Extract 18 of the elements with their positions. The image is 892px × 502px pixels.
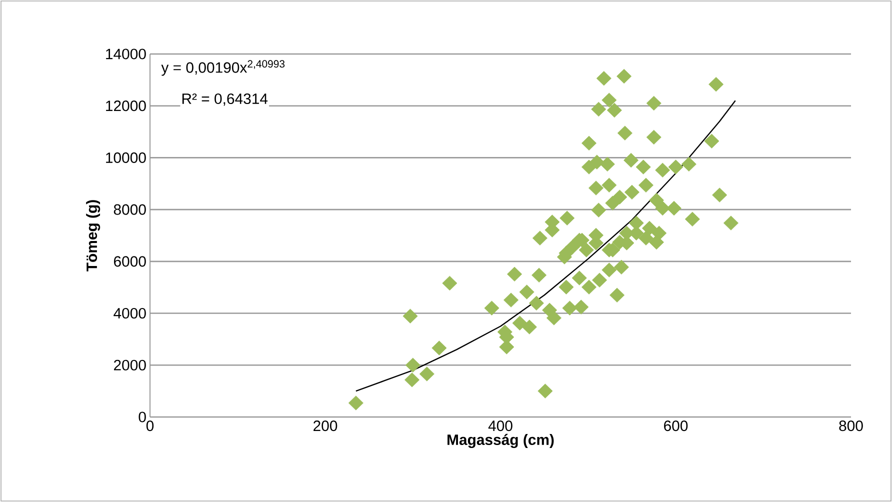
y-axis-title: Tömeg (g) bbox=[86, 200, 100, 272]
x-tick-label: 400 bbox=[488, 420, 512, 432]
annotation: R² = 0,64314 bbox=[182, 93, 268, 106]
line-series bbox=[355, 100, 736, 392]
x-tick-label: 800 bbox=[839, 420, 863, 432]
y-tick-label: 6000 bbox=[114, 256, 146, 267]
annotation: y = 0,00190x$^{2,40993}$ bbox=[161, 60, 285, 76]
x-tick-label: 0 bbox=[146, 420, 154, 432]
y-tick-label: 8000 bbox=[114, 204, 146, 215]
y-tick-label: 4000 bbox=[114, 308, 146, 319]
y-tick-label: 14000 bbox=[106, 48, 146, 60]
x-axis-title: Magasság (cm) bbox=[448, 434, 554, 448]
y-tick-label: 12000 bbox=[106, 100, 146, 112]
y-tick-label: 0 bbox=[138, 412, 146, 422]
y-tick-label: 10000 bbox=[106, 152, 146, 163]
x-tick-label: 200 bbox=[314, 420, 338, 432]
y-tick-label: 2000 bbox=[114, 360, 146, 370]
x-tick-label: 600 bbox=[664, 420, 688, 432]
